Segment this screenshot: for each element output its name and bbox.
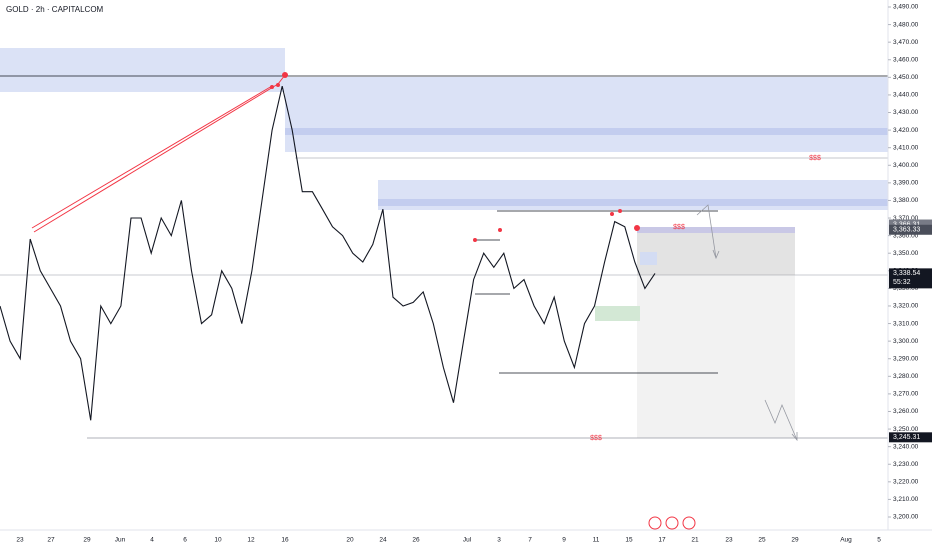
risk-area — [637, 233, 795, 275]
y-tick-label: 3,240.00 — [893, 443, 919, 450]
y-tick-label: 3,210.00 — [893, 496, 919, 503]
target-area — [637, 275, 795, 438]
price-tag-label: 3,363.33 — [893, 227, 920, 234]
trend-ellipse — [31, 74, 286, 233]
price-tag — [889, 224, 932, 235]
y-tick-label: 3,390.00 — [893, 180, 919, 187]
y-tick-label: 3,310.00 — [893, 320, 919, 327]
y-tick-label: 3,320.00 — [893, 303, 919, 310]
price-tag-label: 3,338.54 — [893, 270, 920, 277]
y-tick-label: 3,490.00 — [893, 4, 919, 11]
y-tick-label: 3,440.00 — [893, 92, 919, 99]
y-tick-label: 3,280.00 — [893, 373, 919, 380]
y-tick-label: 3,370.00 — [893, 215, 919, 222]
x-tick-label: 23 — [725, 537, 733, 544]
y-tick-label: 3,380.00 — [893, 197, 919, 204]
y-tick-label: 3,260.00 — [893, 408, 919, 415]
y-tick-label: 3,250.00 — [893, 426, 919, 433]
x-tick-label: 7 — [528, 537, 532, 544]
y-tick-label: 3,360.00 — [893, 232, 919, 239]
x-tick-label: 11 — [593, 537, 600, 544]
x-tick-label: 23 — [16, 537, 24, 544]
x-tick-label: Aug — [840, 537, 852, 544]
x-tick-label: 4 — [150, 537, 154, 544]
price-line — [0, 85, 656, 421]
x-tick-label: 6 — [183, 537, 187, 544]
y-tick-label: 3,410.00 — [893, 144, 919, 151]
y-tick-label: 3,200.00 — [893, 514, 919, 521]
zone — [640, 252, 657, 265]
x-tick-label: 29 — [83, 537, 91, 544]
x-tick-label: 10 — [214, 537, 222, 544]
x-tick-label: 15 — [625, 537, 633, 544]
countdown: 55:32 — [893, 279, 911, 286]
demand-zone — [595, 306, 640, 321]
y-tick-label: 3,400.00 — [893, 162, 919, 169]
y-tick-label: 3,430.00 — [893, 109, 919, 116]
x-tick-label: 25 — [758, 537, 766, 544]
x-tick-label: 16 — [281, 537, 289, 544]
annotation: $$$ — [590, 435, 602, 442]
event-icons — [648, 516, 696, 530]
price-tag — [889, 432, 932, 443]
y-tick-label: 3,300.00 — [893, 338, 919, 345]
x-tick-label: 12 — [247, 537, 255, 544]
price-tag-label: 3,245.31 — [893, 434, 920, 441]
y-tick-label: 3,270.00 — [893, 391, 919, 398]
y-tick-label: 3,290.00 — [893, 355, 919, 362]
y-tick-label: 3,480.00 — [893, 21, 919, 28]
projection-arrow — [764, 399, 798, 442]
price-tag — [889, 219, 932, 230]
y-tick-label: 3,420.00 — [893, 127, 919, 134]
x-tick-label: 5 — [877, 537, 881, 544]
projection-arrow — [696, 204, 720, 260]
chart-title: GOLD · 2h · CAPITALCOM — [6, 5, 104, 14]
x-tick-label: 20 — [346, 537, 354, 544]
x-tick-label: 29 — [791, 537, 799, 544]
x-tick-label: 27 — [47, 537, 55, 544]
y-tick-label: 3,230.00 — [893, 461, 919, 468]
swing-points — [270, 72, 640, 242]
x-tick-label: 17 — [658, 537, 666, 544]
x-tick-label: Jul — [463, 537, 472, 544]
y-tick-label: 3,450.00 — [893, 74, 919, 81]
zone-stripe — [285, 128, 888, 135]
x-tick-label: 21 — [691, 537, 699, 544]
y-tick-label: 3,330.00 — [893, 285, 919, 292]
x-tick-label: 3 — [497, 537, 501, 544]
price-tag — [889, 268, 932, 289]
zone — [0, 48, 285, 92]
x-tick-label: Jun — [115, 537, 126, 544]
axes: 3,200.00 3,210.00 3,220.00 3,230.00 3,240.00… — [16, 4, 918, 544]
y-tick-label: 3,460.00 — [893, 56, 919, 63]
x-tick-label: 9 — [562, 537, 566, 544]
y-tick-label: 3,470.00 — [893, 39, 919, 46]
y-tick-label: 3,350.00 — [893, 250, 919, 257]
entry-zone — [637, 227, 795, 233]
x-tick-label: 26 — [412, 537, 420, 544]
drawings — [0, 0, 932, 531]
x-tick-label: 24 — [379, 537, 387, 544]
annotation: $$$ — [673, 224, 685, 231]
zone-stripe — [378, 199, 888, 206]
zone — [285, 77, 888, 152]
y-tick-label: 3,220.00 — [893, 479, 919, 486]
annotation: $$$ — [809, 155, 821, 162]
